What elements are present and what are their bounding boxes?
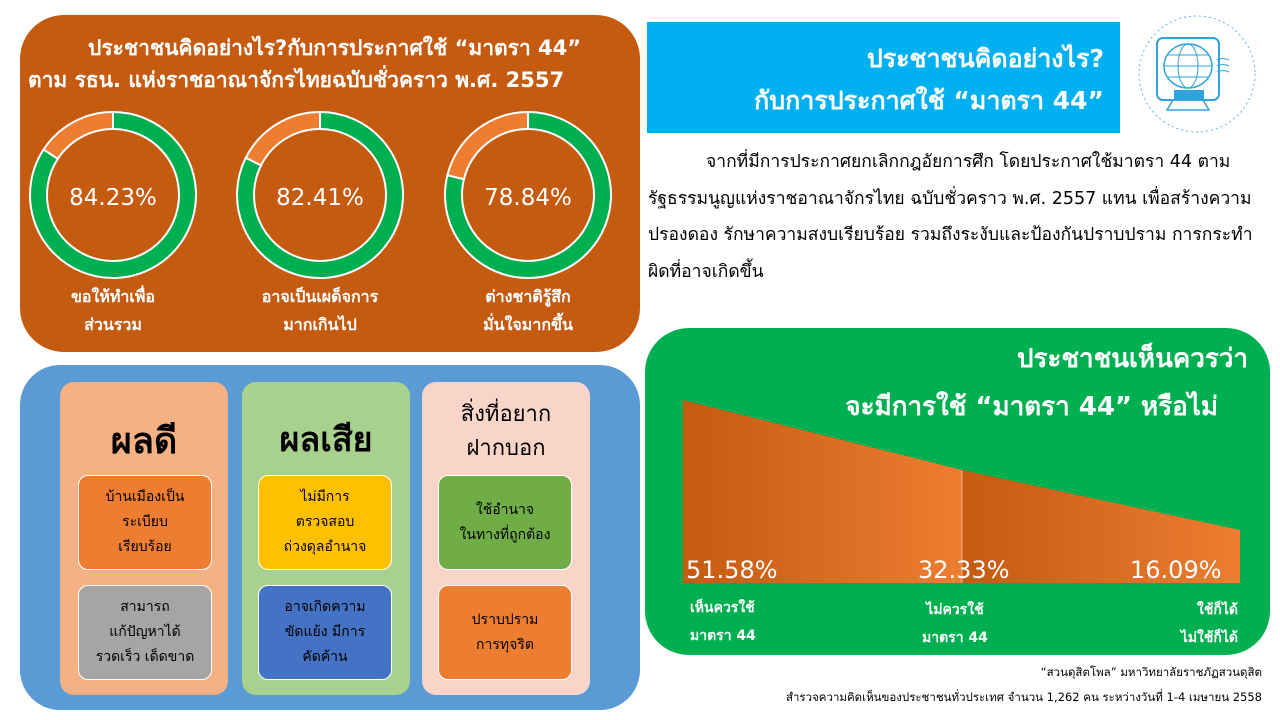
pros-item-1: บ้านเมืองเป็น ระเบียบ เรียบร้อย [78,475,212,570]
pros-title: ผลดี [110,421,178,462]
donut-main-segment [444,110,612,279]
area-segment-1 [683,400,962,583]
value-label-2: 32.33% [918,556,1010,584]
donut-rest-segment [42,110,114,161]
advice-item-1: ใช้อำนาจ ในทางที่ถูกต้อง [438,475,572,570]
category-label-3-line1: ใช้ก็ได้ [1197,602,1238,618]
cons-item-1: ไม่มีการ ตรวจสอบ ถ่วงดุลอำนาจ [258,475,392,570]
value-label-1: 51.58% [686,556,778,584]
value-label-3: 16.09% [1130,556,1222,584]
intro-paragraph-text: จากที่มีการประกาศยกเลิกกฎอัยการศึก โดยปร… [648,152,1253,282]
donut-rest-segment [244,110,321,167]
category-label-2-line1: ไม่ควรใช้ [926,602,984,618]
cons-title: ผลเสีย [279,420,373,460]
donut-label-1-line1: ขอให้ทำเพื่อ [70,287,156,306]
footer-survey-info: สำรวจความคิดเห็นของประชาชนทั่วประเทศ จำน… [785,690,1262,704]
university-logo [1138,15,1256,133]
header-title: ประชาชนคิดอย่างไร? กับการประกาศใช้ “มาตรา… [647,22,1120,133]
cons-item-2: อาจเกิดความ ขัดแย้ง มีการ คัดค้าน [258,585,392,680]
category-label-1-line1: เห็นควรใช้ [690,600,755,616]
panel-title-line1: ประชาชนคิดอย่างไร?กับการประกาศใช้ “มาตรา… [88,36,582,60]
category-label-3: ใช้ก็ได้ไม่ใช้ก็ได้ [1181,596,1238,652]
donut-charts: 84.23% 82.41% 78.84% [29,110,612,279]
donut-label-2-line2: มากเกินไป [283,315,357,334]
donut-label-2: อาจเป็นเผด็จการมากเกินไป [220,283,420,339]
panel-title-line2: ตาม รธน. แห่งราชอาณาจักรไทยฉบับชั่วคราว … [28,68,565,92]
advice-title-line2: ฝากบอก [466,436,546,461]
intro-paragraph: จากที่มีการประกาศยกเลิกกฎอัยการศึก โดยปร… [648,144,1268,290]
donut-value-label: 78.84% [484,185,572,211]
donut-label-1: ขอให้ทำเพื่อส่วนรวม [13,283,213,339]
category-label-3-line2: ไม่ใช้ก็ได้ [1180,630,1238,646]
donut-label-3-line2: มั่นใจมากขึ้น [483,315,573,334]
survey-title-line2: จะมีการใช้ “มาตรา 44” หรือไม่ [845,392,1218,422]
footer-source: “สวนดุสิตโพล” มหาวิทยาลัยราชภัฏสวนดุสิต [1040,665,1262,679]
donut-value-label: 82.41% [276,185,364,211]
opinion-panel [20,15,640,352]
donut-label-1-line2: ส่วนรวม [84,315,142,334]
header-title-line1: ประชาชนคิดอย่างไร? [866,44,1104,73]
donut-label-2-line1: อาจเป็นเผด็จการ [261,287,379,306]
category-label-1-line2: มาตรา 44 [690,628,756,644]
header-title-line2: กับการประกาศใช้ “มาตรา 44” [754,86,1104,115]
donut-label-3: ต่างชาติรู้สึกมั่นใจมากขึ้น [428,283,628,339]
category-label-1: เห็นควรใช้มาตรา 44 [690,594,756,650]
donut-label-3-line1: ต่างชาติรู้สึก [485,287,571,306]
survey-title-line1: ประชาชนเห็นควรว่า [1016,344,1248,374]
pros-item-2: สามารถ แก้ปัญหาได้ รวดเร็ว เด็ดขาด [78,585,212,680]
donut-main-segment [236,110,404,279]
donut-rest-segment [446,110,529,181]
category-label-2: ไม่ควรใช้มาตรา 44 [922,596,988,652]
donut-value-label: 84.23% [69,185,157,211]
advice-title: สิ่งที่อยากฝากบอก [422,398,590,466]
area-segment-2 [962,470,1240,583]
advice-title-line1: สิ่งที่อยาก [460,402,552,427]
donut-main-segment [29,110,197,279]
category-label-2-line2: มาตรา 44 [922,630,988,646]
advice-item-2: ปราบปราม การทุจริต [438,585,572,680]
area-chart [683,400,1240,583]
